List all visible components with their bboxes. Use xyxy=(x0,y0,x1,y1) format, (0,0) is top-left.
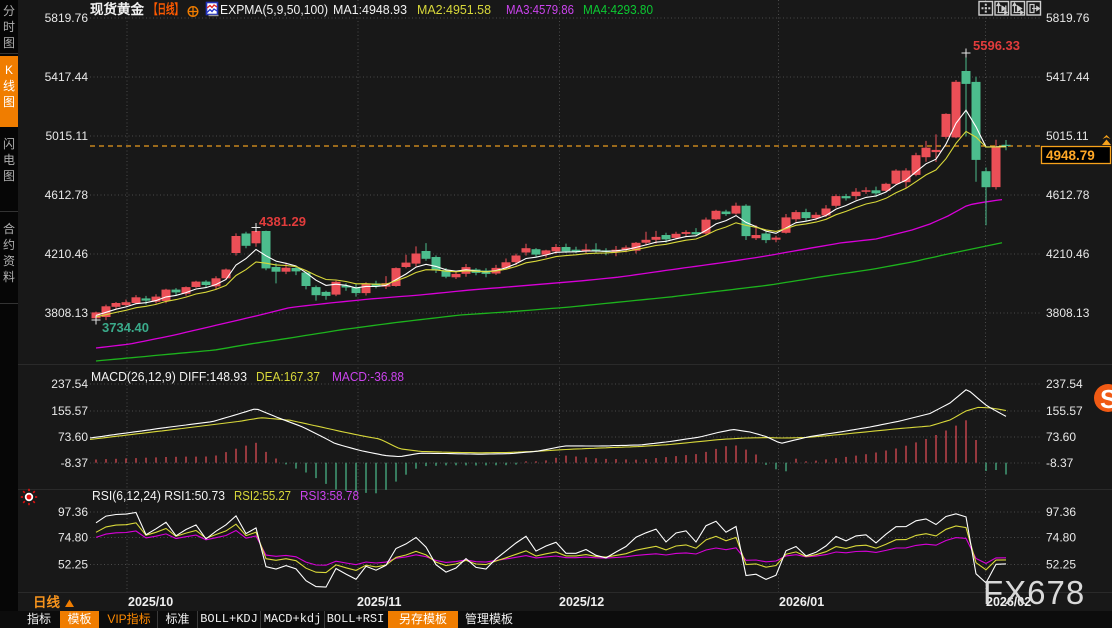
svg-text:5819.76: 5819.76 xyxy=(1046,11,1090,25)
svg-text:3734.40: 3734.40 xyxy=(102,320,149,335)
svg-text:-8.37: -8.37 xyxy=(61,456,89,470)
svg-text:237.54: 237.54 xyxy=(51,377,88,391)
svg-text:2025/10: 2025/10 xyxy=(128,595,173,609)
svg-text:2026/02: 2026/02 xyxy=(986,595,1031,609)
svg-text:97.36: 97.36 xyxy=(1046,505,1076,519)
svg-text:52.25: 52.25 xyxy=(1046,558,1076,572)
svg-text:MACD(26,12,9) DIFF:148.93: MACD(26,12,9) DIFF:148.93 xyxy=(91,369,247,384)
svg-text:4612.78: 4612.78 xyxy=(45,188,89,202)
svg-text:RSI(6,12,24) RSI1:50.73: RSI(6,12,24) RSI1:50.73 xyxy=(92,488,225,503)
svg-text:5417.44: 5417.44 xyxy=(1046,70,1090,84)
svg-text:现货黄金: 现货黄金 xyxy=(90,1,144,17)
svg-text:4948.79: 4948.79 xyxy=(1046,148,1095,163)
svg-text:237.54: 237.54 xyxy=(1046,377,1083,391)
svg-text:2025/11: 2025/11 xyxy=(357,595,402,609)
svg-text:155.57: 155.57 xyxy=(1046,404,1083,418)
svg-text:RSI3:58.78: RSI3:58.78 xyxy=(300,488,359,503)
svg-text:【日线】: 【日线】 xyxy=(149,1,183,17)
svg-text:73.60: 73.60 xyxy=(58,430,88,444)
svg-text:3808.13: 3808.13 xyxy=(1046,306,1090,320)
svg-text:155.57: 155.57 xyxy=(51,404,88,418)
svg-text:5596.33: 5596.33 xyxy=(973,38,1020,53)
svg-text:日线: 日线 xyxy=(33,594,60,610)
svg-text:5417.44: 5417.44 xyxy=(45,70,89,84)
svg-text:S: S xyxy=(1100,384,1112,414)
svg-text:5819.76: 5819.76 xyxy=(45,11,89,25)
svg-text:5015.11: 5015.11 xyxy=(46,129,89,143)
svg-text:MA4:4293.80: MA4:4293.80 xyxy=(583,2,653,17)
svg-text:52.25: 52.25 xyxy=(58,558,88,572)
svg-text:DEA:167.37: DEA:167.37 xyxy=(256,369,320,384)
svg-text:74.80: 74.80 xyxy=(1046,531,1076,545)
svg-text:74.80: 74.80 xyxy=(58,531,88,545)
svg-text:73.60: 73.60 xyxy=(1046,430,1076,444)
svg-text:-8.37: -8.37 xyxy=(1046,456,1074,470)
svg-text:97.36: 97.36 xyxy=(58,505,88,519)
svg-text:4210.46: 4210.46 xyxy=(45,247,89,261)
svg-text:5015.11: 5015.11 xyxy=(1046,129,1089,143)
svg-text:2025/12: 2025/12 xyxy=(559,595,604,609)
svg-text:4612.78: 4612.78 xyxy=(1046,188,1090,202)
svg-text:4381.29: 4381.29 xyxy=(259,214,306,229)
svg-text:4210.46: 4210.46 xyxy=(1046,247,1090,261)
svg-text:EXPMA(5,9,50,100): EXPMA(5,9,50,100) xyxy=(220,2,328,17)
svg-text:MACD:-36.88: MACD:-36.88 xyxy=(332,369,404,384)
svg-text:RSI2:55.27: RSI2:55.27 xyxy=(234,488,291,503)
svg-text:MA3:4579.86: MA3:4579.86 xyxy=(506,2,574,17)
svg-text:MA1:4948.93: MA1:4948.93 xyxy=(333,2,407,17)
svg-text:MA2:4951.58: MA2:4951.58 xyxy=(417,2,491,17)
svg-text:3808.13: 3808.13 xyxy=(45,306,89,320)
svg-text:FX678: FX678 xyxy=(983,574,1085,611)
svg-text:2026/01: 2026/01 xyxy=(779,595,824,609)
